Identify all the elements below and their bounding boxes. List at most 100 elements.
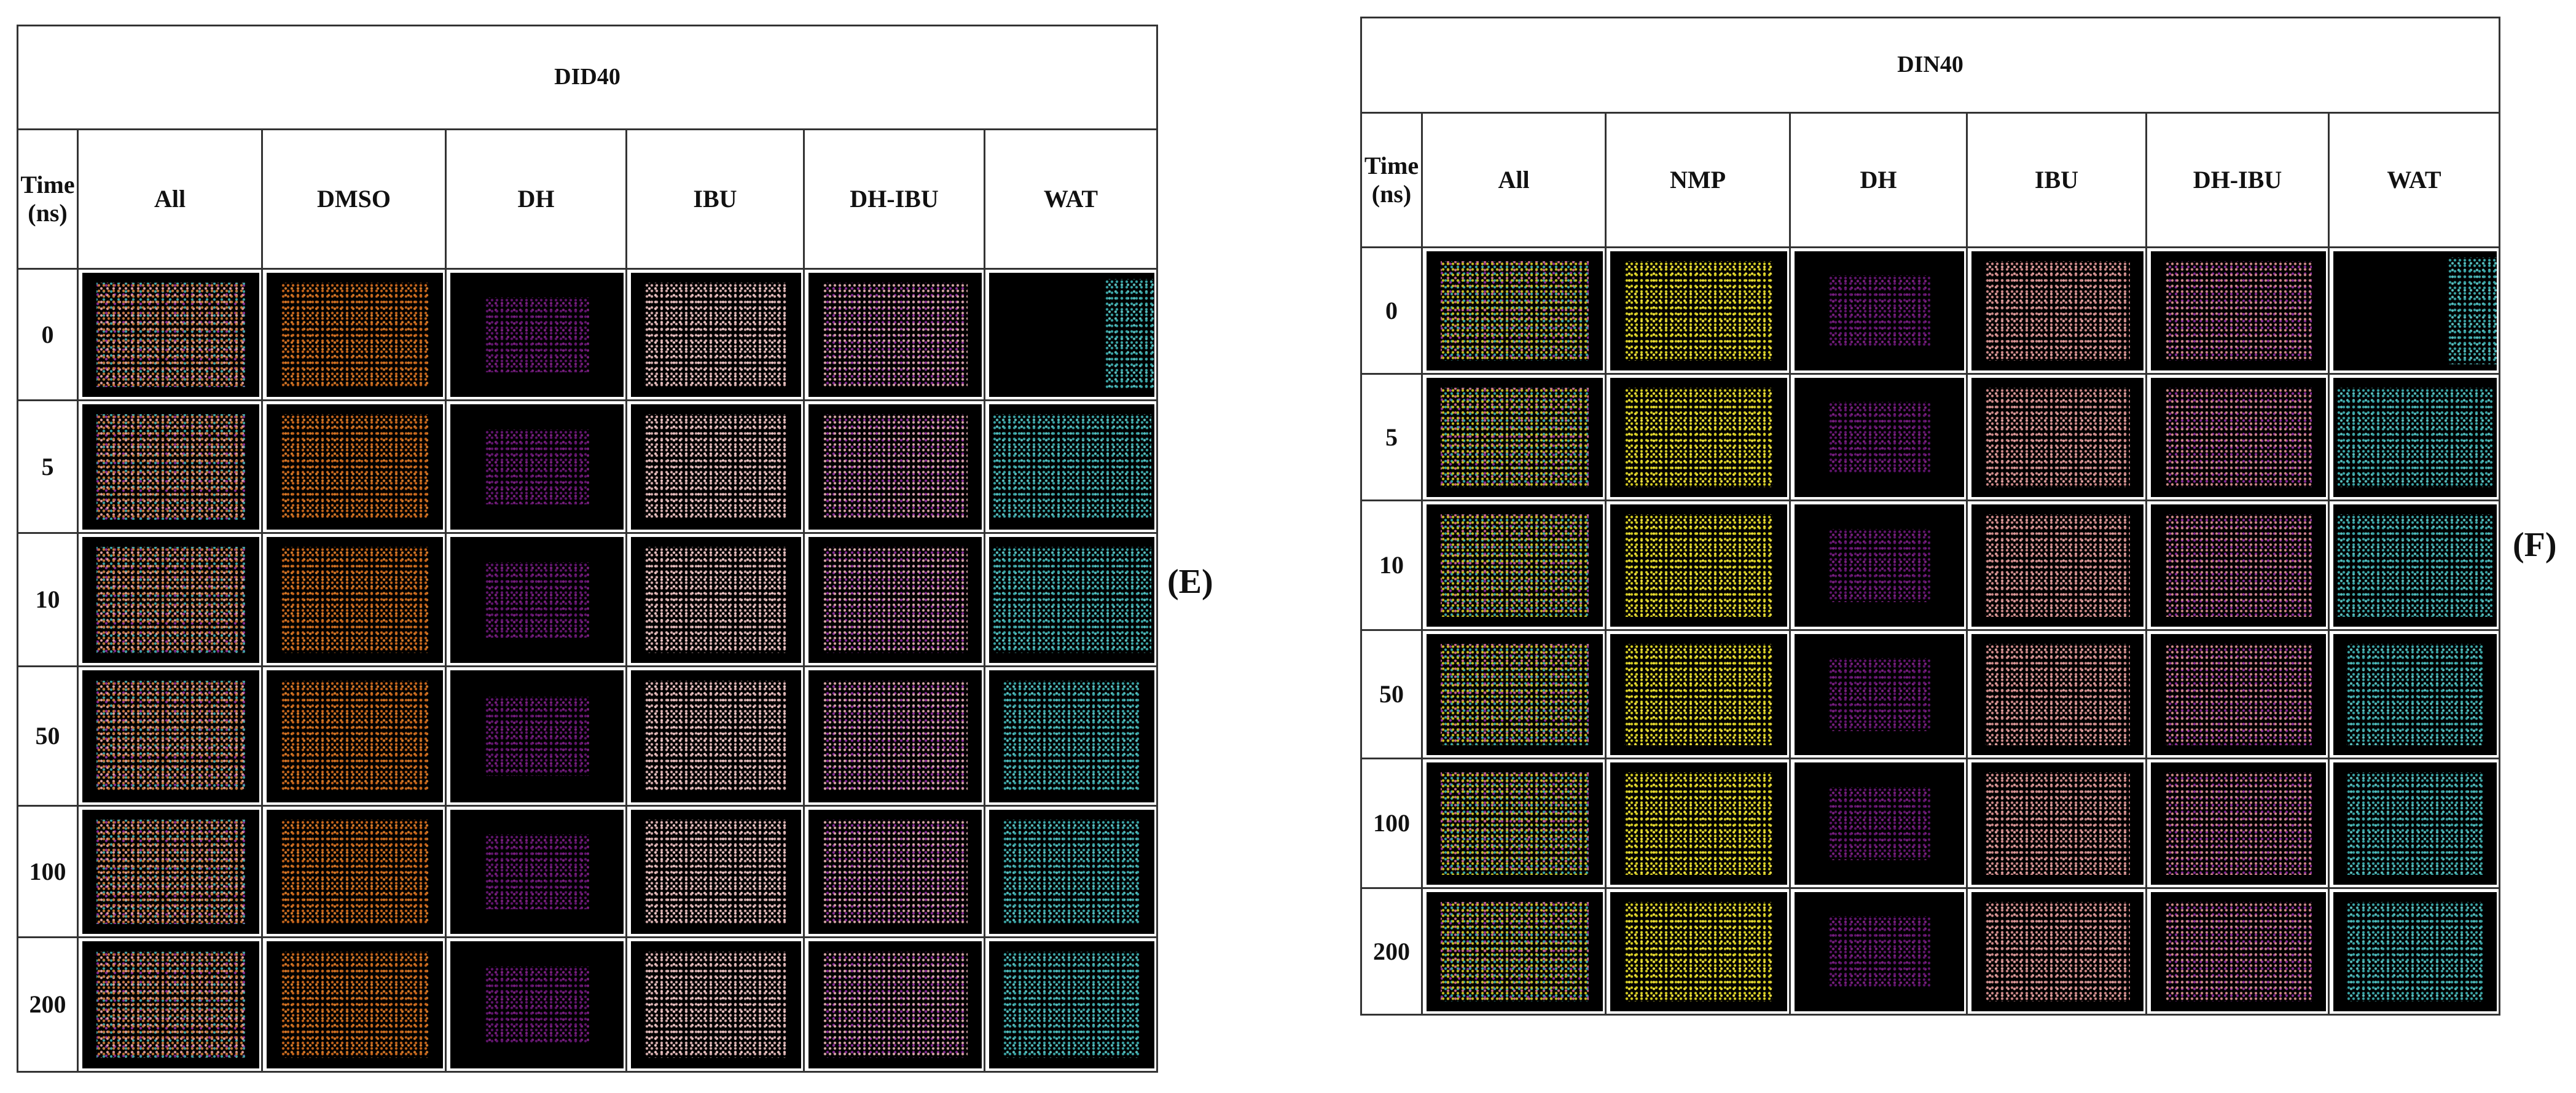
molecule-cloud	[96, 547, 245, 653]
time-label: 100	[17, 805, 79, 938]
time-label: 10	[17, 532, 79, 667]
column-header: DH-IBU	[2145, 112, 2330, 248]
snapshot	[82, 670, 259, 802]
snapshot	[989, 404, 1154, 530]
molecule-cloud	[1828, 915, 1930, 988]
snapshot	[808, 670, 982, 802]
molecule-cloud	[1002, 951, 1141, 1059]
snapshot	[2333, 504, 2497, 627]
snapshot	[808, 810, 982, 934]
snapshot	[450, 537, 624, 663]
snapshot	[82, 537, 259, 663]
snapshot	[267, 537, 443, 663]
snapshot	[267, 941, 443, 1068]
molecule-cloud	[1440, 643, 1589, 746]
snapshot	[450, 810, 624, 934]
snapshot	[2151, 251, 2326, 370]
column-header: DH	[1789, 112, 1968, 248]
column-header: WAT	[2328, 112, 2500, 248]
snapshot	[2151, 504, 2326, 627]
molecule-cloud	[1624, 901, 1773, 1002]
time-label: 0	[17, 268, 79, 401]
time-label: 5	[17, 399, 79, 534]
panel-title: DID40	[17, 25, 1158, 130]
molecule-cloud	[2346, 643, 2484, 746]
time-label: 200	[17, 936, 79, 1073]
snapshot	[450, 941, 624, 1068]
snapshot	[631, 273, 801, 397]
snapshot	[1610, 762, 1787, 885]
snapshot	[808, 404, 982, 530]
snapshot	[1427, 634, 1603, 755]
molecule-cloud	[1440, 387, 1589, 488]
time-label: 0	[1360, 246, 1423, 375]
snapshot	[1427, 762, 1603, 885]
molecule-cloud	[644, 547, 788, 653]
snapshot	[1427, 504, 1603, 627]
snapshot	[808, 941, 982, 1068]
snapshot	[2151, 634, 2326, 755]
molecule-cloud	[280, 681, 429, 792]
molecule-cloud	[96, 951, 245, 1059]
molecule-cloud	[280, 951, 429, 1059]
molecule-cloud	[96, 283, 245, 387]
column-header: DH	[445, 128, 627, 270]
molecule-cloud	[1440, 901, 1589, 1002]
column-header: WAT	[984, 128, 1158, 270]
time-label: 50	[17, 665, 79, 807]
snapshot	[2151, 762, 2326, 885]
snapshot	[1610, 892, 1787, 1011]
molecule-cloud	[1440, 261, 1589, 361]
time-label: 10	[1360, 499, 1423, 631]
molecule-cloud	[1440, 772, 1589, 876]
molecule-cloud	[2164, 514, 2312, 617]
snapshot	[1971, 634, 2143, 755]
molecule-cloud	[2164, 901, 2312, 1002]
column-header: All	[77, 128, 263, 270]
snapshot	[1971, 378, 2143, 497]
molecule-cloud	[992, 547, 1151, 653]
snapshot	[1971, 762, 2143, 885]
molecule-cloud	[1985, 772, 2130, 876]
snapshot	[1610, 634, 1787, 755]
snapshot	[631, 810, 801, 934]
snapshot	[1610, 378, 1787, 497]
snapshot	[450, 670, 624, 802]
time-label: 100	[1360, 758, 1423, 889]
molecule-cloud	[2164, 643, 2312, 746]
molecule-cloud	[96, 820, 245, 924]
molecule-cloud	[1985, 643, 2130, 746]
snapshot	[808, 537, 982, 663]
snapshot	[2151, 892, 2326, 1011]
snapshot	[267, 670, 443, 802]
snapshot	[1795, 634, 1964, 755]
molecule-cloud	[1002, 820, 1141, 924]
snapshot	[1427, 251, 1603, 370]
snapshot	[2151, 378, 2326, 497]
molecule-cloud	[485, 966, 589, 1043]
snapshot	[1427, 378, 1603, 497]
molecule-cloud	[1624, 772, 1773, 876]
time-label: 5	[1360, 373, 1423, 501]
molecule-cloud	[1624, 261, 1773, 361]
snapshot	[2333, 762, 2497, 885]
snapshot	[1795, 504, 1964, 627]
molecule-cloud	[2336, 387, 2494, 488]
molecule-cloud	[822, 681, 968, 792]
molecule-cloud	[1985, 261, 2130, 361]
snapshot	[82, 810, 259, 934]
snapshot	[2333, 634, 2497, 755]
snapshot	[631, 670, 801, 802]
molecule-cloud	[2346, 901, 2484, 1002]
molecule-cloud	[822, 951, 968, 1059]
molecule-cloud	[485, 297, 589, 372]
molecule-cloud	[1828, 658, 1930, 731]
molecule-cloud	[1828, 528, 1930, 603]
molecule-cloud	[2164, 387, 2312, 488]
molecule-cloud	[1828, 401, 1930, 474]
snapshot	[267, 273, 443, 397]
molecule-cloud	[644, 414, 788, 520]
snapshot	[450, 404, 624, 530]
molecule-cloud	[2448, 257, 2497, 365]
